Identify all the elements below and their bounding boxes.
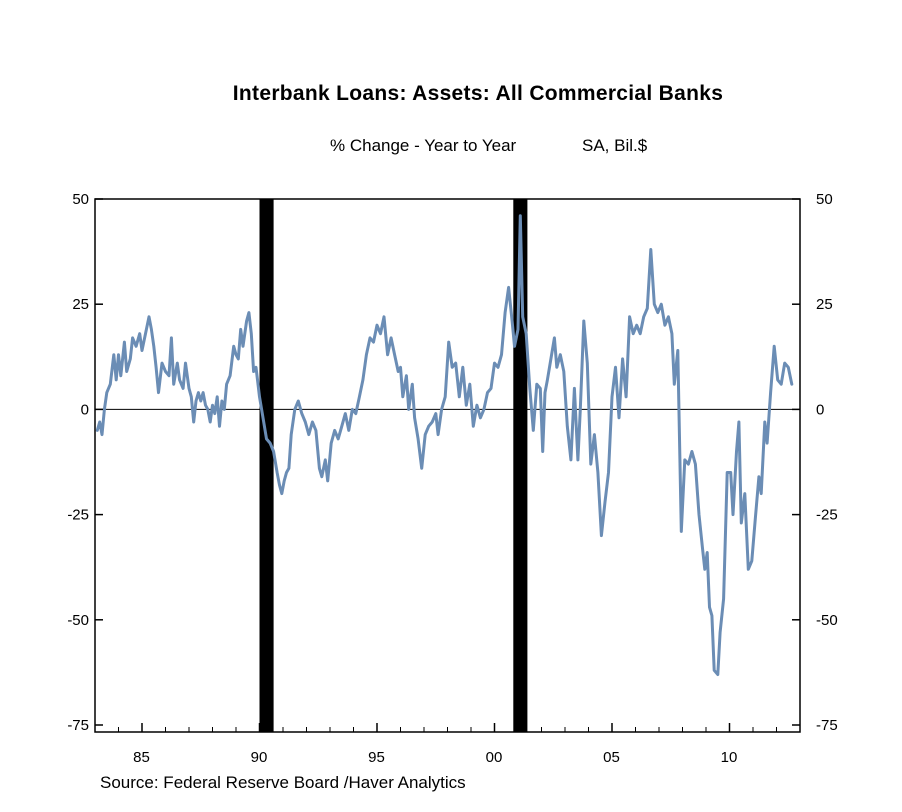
series-group	[95, 214, 794, 676]
y-tick-label-right: -50	[816, 612, 838, 629]
y-tick-label-right: 25	[816, 296, 833, 313]
y-tick-label-left: 25	[72, 296, 89, 313]
x-tick-label: 05	[603, 749, 620, 766]
source-note: Source: Federal Reserve Board /Haver Ana…	[100, 773, 466, 792]
y-tick-label-right: 50	[816, 191, 833, 208]
chart-subtitle-basis: SA, Bil.$	[582, 136, 648, 155]
x-tick-label: 10	[721, 749, 738, 766]
recession-bars	[259, 199, 528, 732]
y-tick-label-left: 0	[81, 401, 89, 418]
recession-bar-1	[259, 199, 274, 732]
y-tick-label-right: 0	[816, 401, 824, 418]
chart-subtitle-units: % Change - Year to Year	[330, 136, 517, 155]
x-tick-label: 00	[486, 749, 503, 766]
x-tick-label: 95	[368, 749, 385, 766]
y-tick-label-left: -25	[67, 507, 89, 524]
x-tick-label: 85	[133, 749, 150, 766]
y-tick-label-left: -50	[67, 612, 89, 629]
y-tick-label-right: -25	[816, 507, 838, 524]
x-tick-label: 90	[251, 749, 268, 766]
series-line-1	[95, 214, 794, 676]
y-tick-label-right: -75	[816, 717, 838, 734]
y-tick-label-left: -75	[67, 717, 89, 734]
y-tick-label-left: 50	[72, 191, 89, 208]
chart-title: Interbank Loans: Assets: All Commercial …	[232, 82, 724, 105]
